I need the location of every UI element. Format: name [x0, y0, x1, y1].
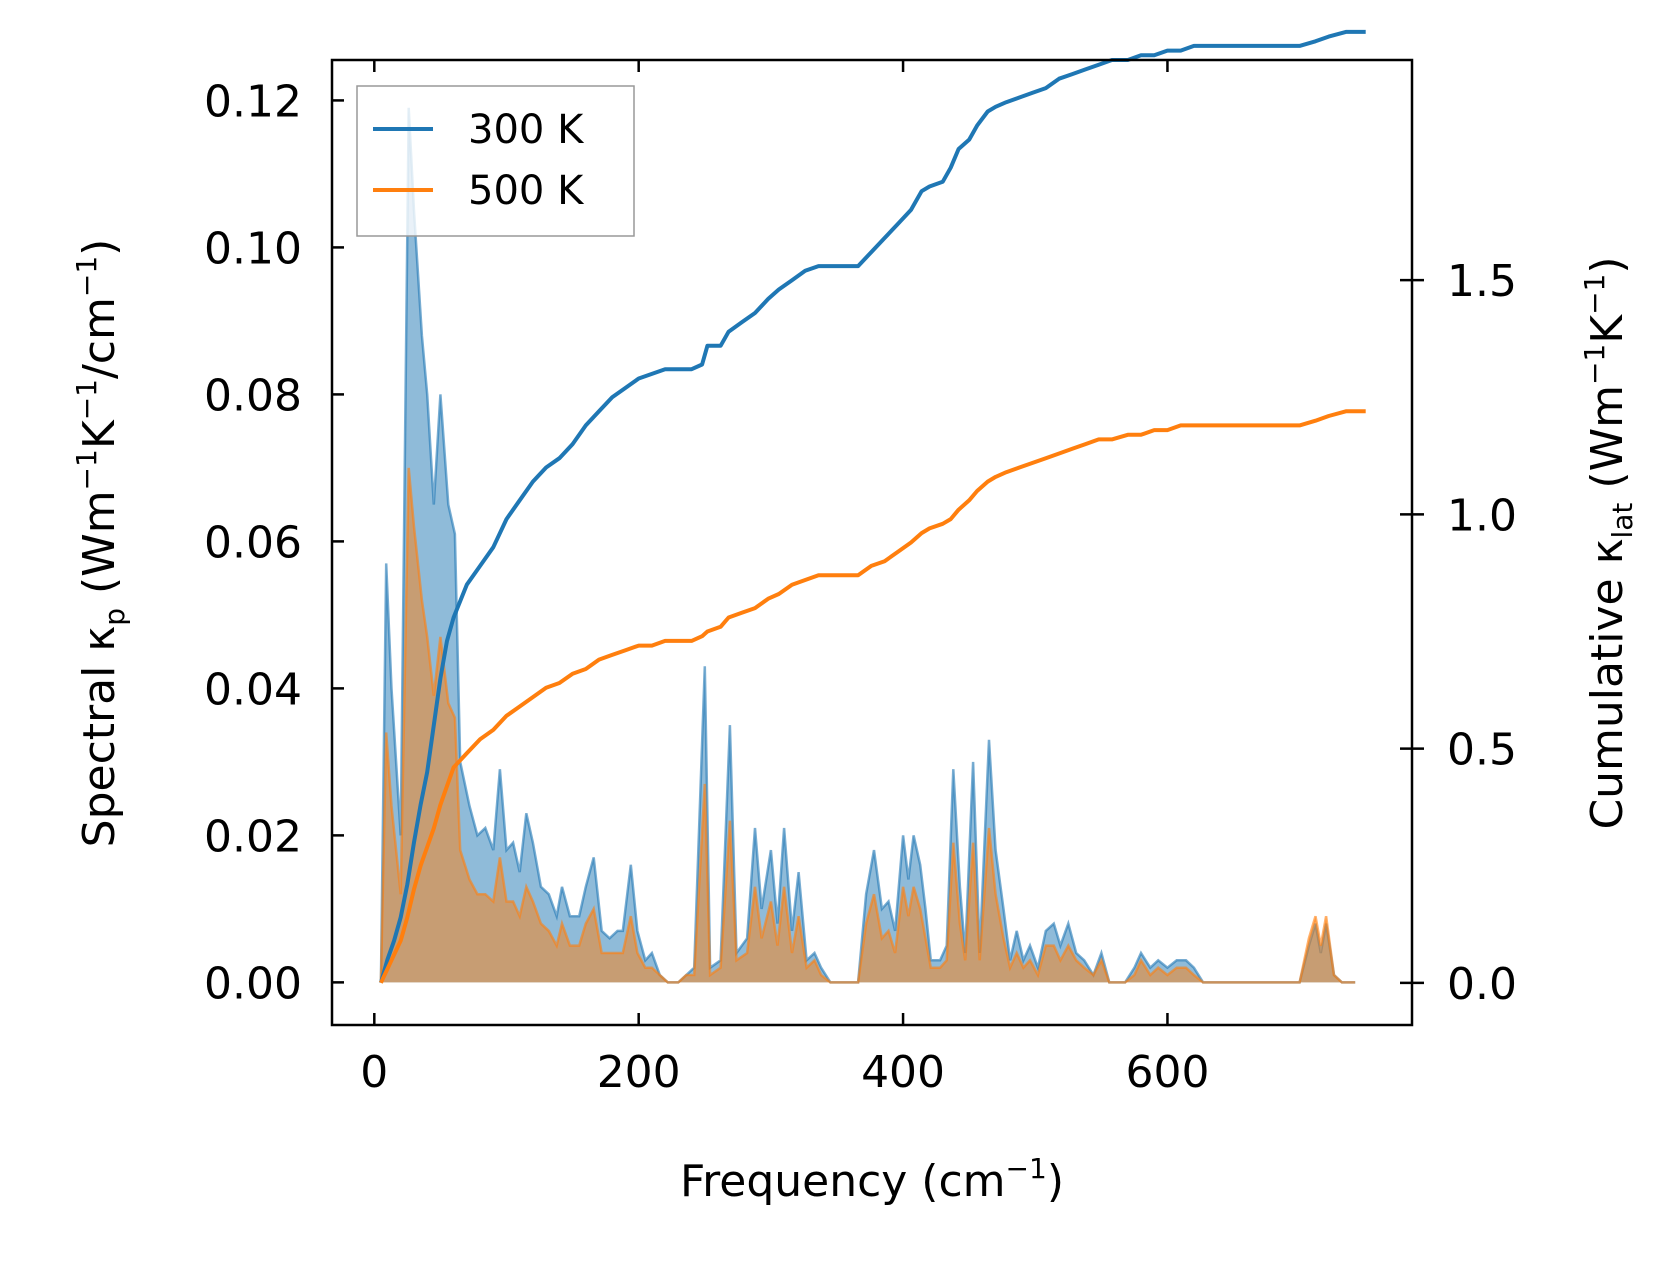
- y-left-tick-label: 0.00: [204, 958, 302, 1009]
- legend-label-300k: 300 K: [468, 107, 585, 153]
- x-tick-label: 600: [1125, 1047, 1209, 1098]
- y-left-tick-label: 0.06: [204, 517, 302, 568]
- legend: 300 K 500 K: [356, 85, 635, 237]
- x-tick-label: 200: [597, 1047, 681, 1098]
- y-left-tick-label: 0.04: [204, 664, 302, 715]
- y-right-tick-label: 0.5: [1447, 725, 1517, 776]
- y-left-tick-label: 0.02: [204, 811, 302, 862]
- y-right-tick-label: 0.0: [1447, 959, 1517, 1010]
- y-left-tick-label: 0.12: [204, 76, 302, 127]
- y-left-axis-label: Spectral κp (Wm−1K−1/cm−1): [70, 239, 131, 848]
- cumulative-lines: [378, 29, 1366, 984]
- y-right-tick-label: 1.0: [1447, 490, 1517, 541]
- spectral-fills: [379, 107, 1356, 984]
- x-tick-label: 400: [861, 1047, 945, 1098]
- plot-area: [378, 29, 1366, 984]
- spectral-line-500k: [379, 467, 1356, 984]
- legend-box: [356, 85, 635, 237]
- cumulative-line-300k: [378, 29, 1366, 984]
- x-axis-ticks: 0 200 400 600: [360, 60, 1209, 1098]
- x-axis-label: Frequency (cm−1): [680, 1152, 1064, 1207]
- cumulative-line-500k: [379, 409, 1366, 984]
- y-right-axis-label: Cumulative κlat (Wm−1K−1): [1578, 256, 1639, 829]
- y-right-tick-label: 1.5: [1447, 256, 1517, 307]
- y-left-tick-label: 0.08: [204, 370, 302, 421]
- y-right-axis-ticks: 0.0 0.5 1.0 1.5: [1400, 256, 1517, 1010]
- spectral-fill-300k: [380, 107, 1356, 983]
- y-left-axis-ticks: 0.00 0.02 0.04 0.06 0.08 0.10 0.12: [204, 76, 344, 1009]
- y-left-tick-label: 0.10: [204, 223, 302, 274]
- spectral-fill-500k: [380, 467, 1356, 983]
- legend-label-500k: 500 K: [468, 168, 585, 214]
- x-tick-label: 0: [360, 1047, 388, 1098]
